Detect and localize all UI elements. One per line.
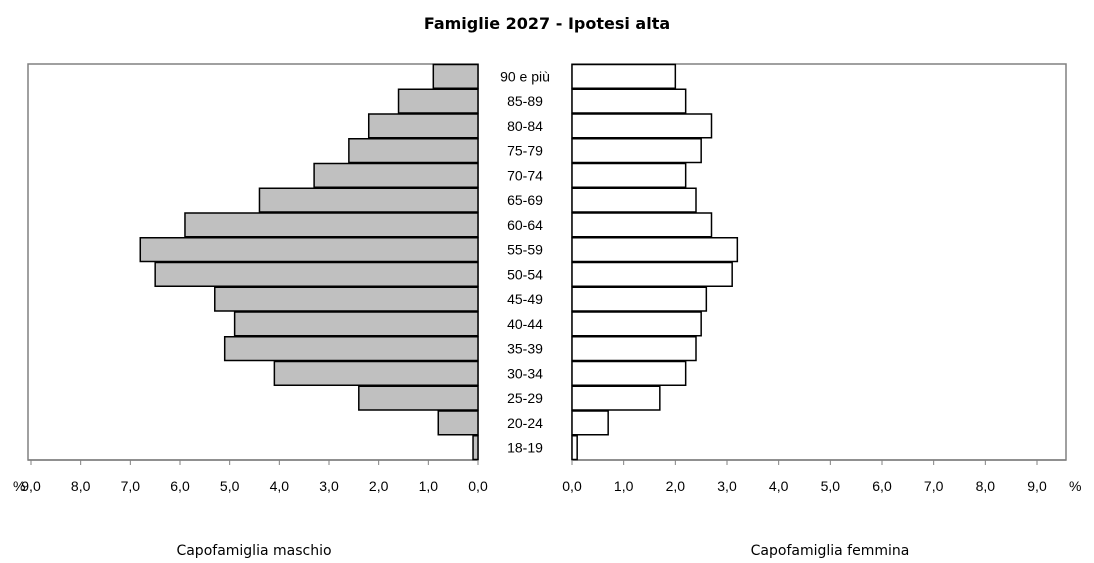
bar-male [214,286,479,312]
bar-female [571,237,739,263]
category-label: 50-54 [507,266,543,282]
bar-female [571,410,609,436]
category-label: 20-24 [507,415,543,431]
tick-label-right: 9,0 [1027,478,1047,494]
tick-label-left: 4,0 [270,478,290,494]
tick-label-left: 8,0 [71,478,91,494]
tick-label-left: 3,0 [319,478,339,494]
bar-male [437,410,479,436]
category-label: 65-69 [507,192,543,208]
x-axis-label-right: Capofamiglia femmina [751,543,910,559]
tick-label-right: 7,0 [924,478,944,494]
bar-male [258,187,479,213]
tick-label-right: 1,0 [614,478,634,494]
category-label: 45-49 [507,291,543,307]
category-label: 70-74 [507,167,543,183]
tick-label-left: 5,0 [220,478,240,494]
tick-label-right: 3,0 [717,478,737,494]
left-panel-male [27,63,479,461]
tick-label-left: 1,0 [419,478,439,494]
bar-female [571,336,697,362]
x-axis-label-left: Capofamiglia maschio [176,543,331,559]
bar-female [571,212,713,238]
tick-label-right: 4,0 [769,478,789,494]
tick-label-left: 2,0 [369,478,389,494]
category-label: 55-59 [507,242,543,258]
bar-male [273,360,479,386]
category-label: 60-64 [507,217,543,233]
tick-label-right: 5,0 [821,478,841,494]
category-label: 75-79 [507,143,543,159]
bar-male [233,311,479,337]
bar-female [571,286,708,312]
tick-label-left: 0,0 [468,478,488,494]
category-label: 18-19 [507,440,543,456]
category-label: 90 e più [500,68,550,84]
category-label: 40-44 [507,316,543,332]
bar-male [139,237,479,263]
tick-label-right: 8,0 [976,478,996,494]
bar-female [571,113,713,139]
bar-male [432,63,479,89]
bar-male [223,336,479,362]
bar-male [313,162,479,188]
axis-tick-labels: 9,0 8,0 7,0 6,0 5,0 4,0 3,0 2,0 1,0 0,0 0,0 1,0 2,0 3… [21,460,1047,494]
category-label: 35-39 [507,341,543,357]
unit-label-left: % [13,478,25,494]
category-label: 25-29 [507,390,543,406]
age-category-labels: 90 e più 85-89 80-84 75-79 70-74 65-69 60-64 55… [500,68,550,455]
right-panel-female [571,63,1067,461]
category-label: 30-34 [507,365,543,381]
bar-female [571,435,578,461]
bar-female [571,138,702,164]
bar-female [571,162,687,188]
bar-female [571,63,677,89]
bar-female [571,385,661,411]
category-label: 80-84 [507,118,543,134]
tick-label-left: 7,0 [121,478,141,494]
bar-female [571,360,687,386]
bar-male [397,88,479,114]
bar-female [571,88,687,114]
bar-male [184,212,479,238]
bar-male [358,385,479,411]
unit-label-right: % [1069,478,1081,494]
bar-male [472,435,479,461]
bar-female [571,261,733,287]
bar-female [571,187,697,213]
bar-female [571,311,702,337]
tick-label-left: 6,0 [170,478,190,494]
tick-label-right: 6,0 [872,478,892,494]
bar-male [348,138,479,164]
tick-label-right: 2,0 [666,478,686,494]
tick-label-right: 0,0 [562,478,582,494]
bar-male [367,113,479,139]
category-label: 85-89 [507,93,543,109]
chart-title: Famiglie 2027 - Ipotesi alta [424,14,670,33]
tick-label-left: 9,0 [21,478,41,494]
bar-male [154,261,479,287]
